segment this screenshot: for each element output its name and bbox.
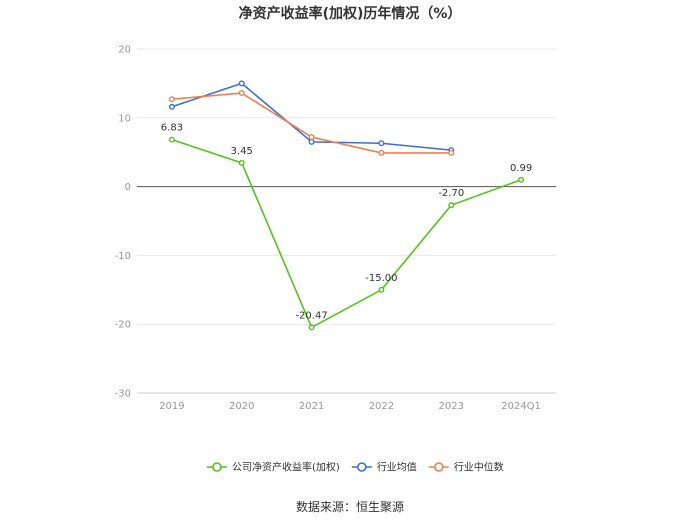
data-point[interactable]	[448, 202, 455, 209]
x-tick-label: 2020	[229, 401, 254, 412]
data-point[interactable]	[168, 103, 175, 110]
data-label: 0.99	[510, 163, 532, 174]
y-tick-label: -20	[115, 320, 131, 331]
series-line	[171, 138, 522, 329]
y-tick-label: 10	[118, 113, 131, 124]
legend-item-2[interactable]: 行业均值	[351, 461, 417, 474]
data-point[interactable]	[308, 134, 315, 141]
chart-title: 净资产收益率(加权)历年情况（%）	[239, 5, 462, 22]
data-label: -15.00	[365, 273, 397, 284]
legend-marker	[212, 462, 222, 472]
data-point[interactable]	[238, 159, 245, 166]
legend-label: 公司净资产收益率(加权)	[232, 461, 340, 474]
axes: 20 10 0 -10 -20 -30 2019 2020 2021 2022 2023 2024Q1	[115, 45, 556, 412]
legend-marker	[434, 462, 444, 472]
data-point[interactable]	[518, 176, 525, 183]
data-label: -20.47	[295, 310, 327, 321]
data-point[interactable]	[378, 149, 385, 156]
series-3	[168, 90, 455, 156]
y-tick-label: 0	[125, 182, 131, 193]
series-1	[168, 136, 525, 331]
x-tick-label: 2022	[369, 401, 394, 412]
data-point[interactable]	[378, 286, 385, 293]
grid	[137, 48, 556, 394]
data-label: -2.70	[438, 188, 464, 199]
y-tick-label: -30	[115, 389, 131, 400]
data-label: 3.45	[231, 146, 253, 157]
legend[interactable]: 公司净资产收益率(加权) 行业均值 行业中位数	[207, 461, 504, 474]
x-tick-label: 2021	[299, 401, 324, 412]
y-tick-label: -10	[115, 251, 131, 262]
legend-label: 行业均值	[377, 461, 417, 474]
data-point[interactable]	[168, 136, 175, 143]
data-point[interactable]	[168, 96, 175, 103]
legend-label: 行业中位数	[454, 461, 504, 474]
data-point[interactable]	[238, 90, 245, 97]
legend-item-1[interactable]: 公司净资产收益率(加权)	[207, 461, 340, 474]
data-label: 6.83	[161, 123, 183, 134]
data-point[interactable]	[308, 138, 315, 145]
data-point[interactable]	[238, 80, 245, 87]
y-tick-label: 20	[118, 45, 131, 56]
data-point[interactable]	[378, 140, 385, 147]
x-tick-label: 2024Q1	[501, 401, 541, 412]
legend-marker	[357, 462, 367, 472]
series-area	[168, 80, 525, 331]
x-tick-label: 2023	[439, 401, 464, 412]
data-source: 数据来源：恒生聚源	[296, 499, 404, 514]
series-2	[168, 80, 455, 154]
data-labels: 6.83 3.45 -20.47 -15.00 -2.70 0.99	[161, 123, 532, 322]
x-tick-label: 2019	[159, 401, 184, 412]
data-point[interactable]	[448, 149, 455, 156]
legend-item-3[interactable]: 行业中位数	[428, 461, 504, 474]
data-point[interactable]	[308, 324, 315, 331]
